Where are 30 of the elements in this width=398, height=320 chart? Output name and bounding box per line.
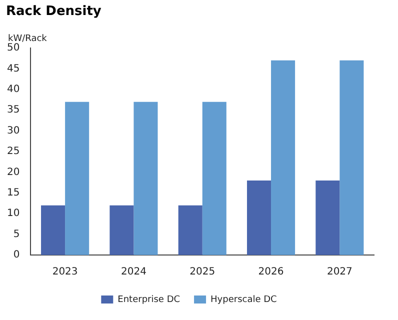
x-tick-label: 2024 xyxy=(120,266,146,278)
y-tick-label: 40 xyxy=(6,84,20,95)
bar xyxy=(110,205,134,255)
x-tick-label: 2025 xyxy=(190,266,216,278)
y-tick-label: 35 xyxy=(6,104,20,116)
y-tick-label: 30 xyxy=(6,125,20,136)
bar xyxy=(178,205,202,255)
bar xyxy=(41,205,66,255)
y-tick-label: 20 xyxy=(6,166,20,178)
y-tick-label: 0 xyxy=(13,250,20,261)
y-tick-label: 45 xyxy=(6,63,20,74)
x-tick-label: 2026 xyxy=(258,266,284,278)
bar xyxy=(316,180,340,255)
x-tick-label: 2023 xyxy=(52,266,78,278)
y-tick-label: 25 xyxy=(6,146,20,158)
x-tick-label: 2027 xyxy=(326,266,352,278)
bar xyxy=(246,180,272,255)
y-axis-title: kW/Rack xyxy=(8,34,47,44)
y-tick-label: 15 xyxy=(6,187,20,198)
y-tick-label: 50 xyxy=(6,42,20,54)
bar xyxy=(340,60,364,255)
legend-label: Enterprise DC xyxy=(118,294,180,305)
bar xyxy=(134,102,158,255)
bar xyxy=(65,102,90,255)
chart-title: Rack Density xyxy=(6,4,102,19)
y-tick-label: 5 xyxy=(13,228,20,240)
bar xyxy=(202,102,226,255)
y-tick-label: 10 xyxy=(6,208,20,220)
bar xyxy=(271,60,296,255)
legend-label: Hyperscale DC xyxy=(210,294,277,305)
